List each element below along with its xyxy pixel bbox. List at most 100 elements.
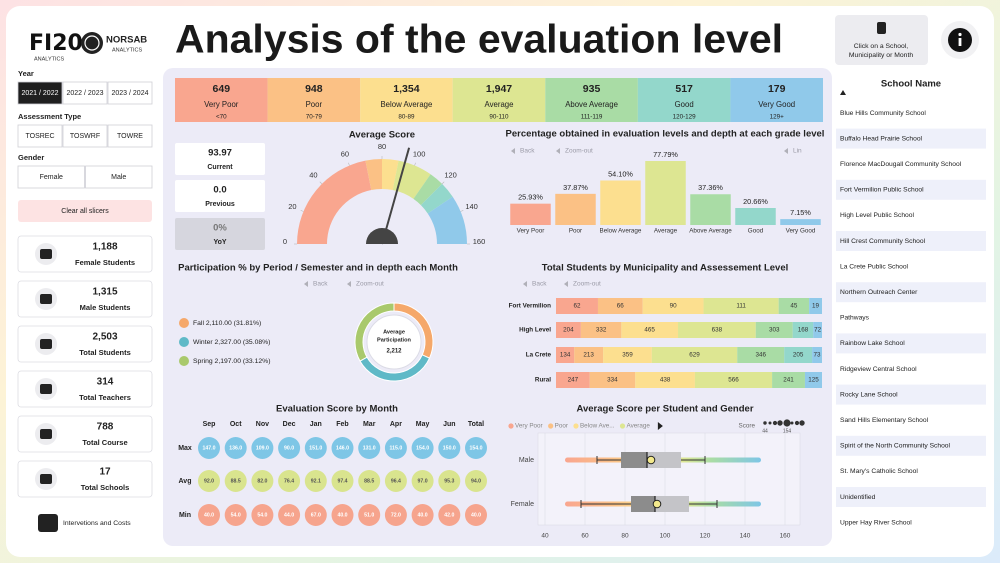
- filter-button[interactable]: [17, 81, 63, 105]
- filter-option[interactable]: 2021 / 2022: [22, 90, 59, 97]
- filter-option[interactable]: TOWRE: [117, 133, 143, 140]
- list-row[interactable]: [836, 333, 986, 354]
- score-cell[interactable]: [251, 437, 274, 459]
- filter-button[interactable]: [62, 81, 108, 105]
- list-row[interactable]: [836, 512, 986, 533]
- score-cell[interactable]: [224, 437, 247, 459]
- score-cell[interactable]: [465, 504, 487, 526]
- list-row[interactable]: [836, 282, 986, 303]
- list-row[interactable]: [836, 179, 986, 200]
- chart-control[interactable]: Back: [313, 281, 328, 288]
- score-cell[interactable]: [331, 504, 354, 526]
- score-cell[interactable]: [198, 470, 220, 492]
- school-name[interactable]: Buffalo Head Prairie School: [840, 135, 923, 142]
- list-row[interactable]: [836, 359, 986, 379]
- school-name[interactable]: La Crete Public School: [840, 263, 909, 270]
- filter-option[interactable]: 2023 / 2024: [112, 90, 149, 97]
- list-row[interactable]: [836, 435, 986, 456]
- filter-button[interactable]: [85, 165, 153, 189]
- score-cell[interactable]: [224, 504, 247, 526]
- sort-arrow[interactable]: [840, 90, 846, 95]
- school-name[interactable]: Upper Hay River School: [840, 519, 912, 526]
- filter-button[interactable]: [17, 124, 63, 148]
- list-row[interactable]: [836, 384, 986, 405]
- score-cell[interactable]: [358, 504, 381, 526]
- score-cell[interactable]: [411, 504, 434, 526]
- score-cell[interactable]: [304, 437, 327, 459]
- filter-button[interactable]: [17, 165, 85, 189]
- chart-control[interactable]: Zoom-out: [356, 281, 384, 288]
- nav-icon[interactable]: [38, 514, 58, 532]
- filter-option[interactable]: TOSWRF: [70, 133, 100, 140]
- score-cell[interactable]: [358, 470, 381, 492]
- score-cell[interactable]: [411, 470, 434, 492]
- score-cell[interactable]: [465, 470, 487, 492]
- score-cell[interactable]: [438, 504, 461, 526]
- logo: FI20: [29, 31, 83, 56]
- score-cell[interactable]: [438, 437, 461, 459]
- filter-button[interactable]: [107, 81, 153, 105]
- school-name[interactable]: High Level Public School: [840, 212, 914, 219]
- bar: [735, 208, 776, 225]
- score-cell[interactable]: [465, 437, 487, 459]
- nav-link[interactable]: Intervetions and Costs: [63, 520, 131, 527]
- chart-control[interactable]: Back: [532, 281, 547, 288]
- data-label: 213: [583, 352, 594, 359]
- list-row[interactable]: [836, 154, 986, 175]
- score-cell[interactable]: [384, 437, 407, 459]
- score-cell[interactable]: [384, 504, 407, 526]
- score-cell[interactable]: [198, 504, 220, 526]
- school-name[interactable]: Fort Vermilion Public School: [840, 187, 924, 194]
- score-cell[interactable]: [224, 470, 247, 492]
- score-cell[interactable]: [278, 470, 301, 492]
- list-row[interactable]: [836, 205, 986, 226]
- school-name[interactable]: St. Mary's Catholic School: [840, 468, 918, 475]
- score-cell[interactable]: [384, 470, 407, 492]
- clear-button[interactable]: [18, 200, 152, 222]
- score-cell[interactable]: [304, 470, 327, 492]
- score-cell[interactable]: [198, 437, 220, 459]
- list-row[interactable]: [836, 256, 986, 277]
- filter-option[interactable]: TOSREC: [25, 133, 54, 140]
- school-name[interactable]: Rainbow Lake School: [840, 340, 905, 347]
- school-name[interactable]: Ridgeview Central School: [840, 366, 917, 373]
- list-row[interactable]: [836, 128, 986, 149]
- filter-option[interactable]: Male: [111, 174, 126, 181]
- school-name[interactable]: Hill Crest Community School: [840, 238, 926, 245]
- list-row[interactable]: [836, 103, 986, 123]
- filter-option[interactable]: 2022 / 2023: [67, 90, 104, 97]
- score-cell[interactable]: [331, 470, 354, 492]
- list-row[interactable]: [836, 487, 986, 507]
- chart-control[interactable]: Zoom-out: [565, 148, 593, 155]
- list-row[interactable]: [836, 307, 986, 328]
- school-name[interactable]: Blue Hills Community School: [840, 110, 926, 117]
- school-name[interactable]: Sand Hills Elementary School: [840, 417, 929, 424]
- score-cell[interactable]: [331, 437, 354, 459]
- school-name[interactable]: Florence MacDougall Community School: [840, 161, 962, 168]
- score-cell[interactable]: [411, 437, 434, 459]
- score-cell[interactable]: [438, 470, 461, 492]
- filter-button[interactable]: [62, 124, 108, 148]
- chart-control[interactable]: Lin: [793, 148, 802, 155]
- clear-text[interactable]: Clear all slicers: [61, 208, 109, 215]
- chart-control[interactable]: Zoom-out: [573, 281, 601, 288]
- score-cell[interactable]: [251, 504, 274, 526]
- legend-more[interactable]: [657, 422, 663, 430]
- school-name[interactable]: Spirit of the North Community School: [840, 443, 951, 450]
- filter-button[interactable]: [107, 124, 153, 148]
- score-cell[interactable]: [251, 470, 274, 492]
- school-name[interactable]: Northern Outreach Center: [840, 289, 918, 296]
- score-cell[interactable]: [278, 504, 301, 526]
- school-name[interactable]: Unidentified: [840, 494, 876, 501]
- score-cell[interactable]: [358, 437, 381, 459]
- filter-option[interactable]: Female: [40, 174, 63, 181]
- level-card: [452, 78, 546, 122]
- school-name[interactable]: Pathways: [840, 315, 870, 322]
- list-row[interactable]: [836, 461, 986, 482]
- list-row[interactable]: [836, 231, 986, 251]
- score-cell[interactable]: [278, 437, 301, 459]
- list-row[interactable]: [836, 410, 986, 431]
- school-name[interactable]: Rocky Lane School: [840, 391, 898, 398]
- chart-control[interactable]: Back: [520, 148, 535, 155]
- score-cell[interactable]: [304, 504, 327, 526]
